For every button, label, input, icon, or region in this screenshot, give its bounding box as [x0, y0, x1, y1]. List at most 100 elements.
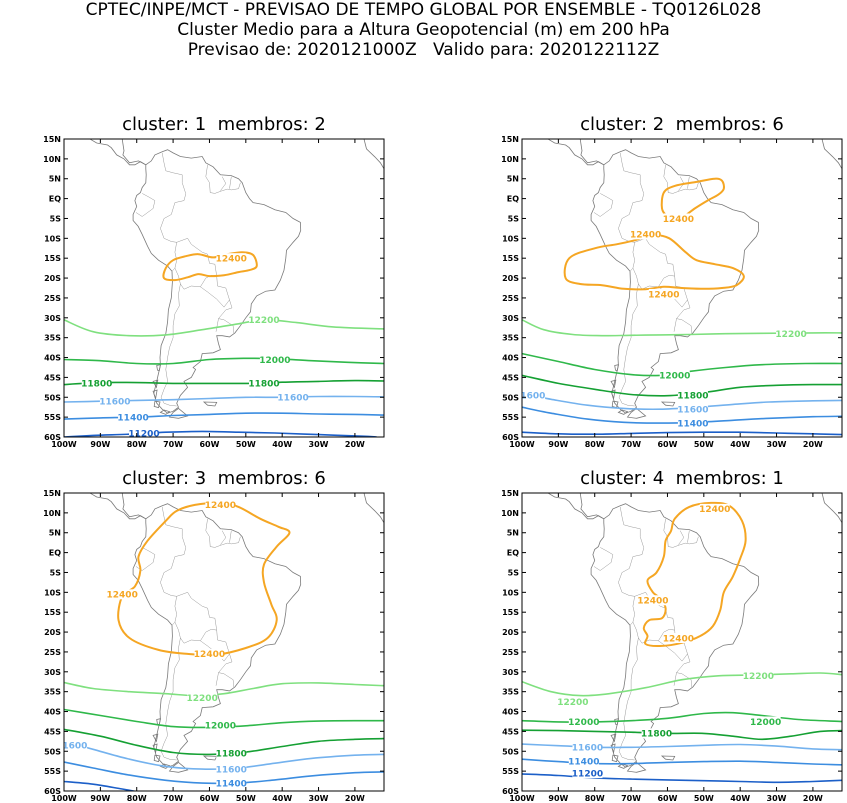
- africa-coastline: [363, 139, 384, 175]
- chile-island-1: [610, 733, 617, 743]
- contour-11200-6: [522, 773, 842, 784]
- contour-label-11600: 1600: [62, 742, 87, 752]
- country-border-3: [687, 530, 690, 543]
- chile-island-3: [611, 400, 619, 409]
- lon-label: 40W: [730, 794, 750, 803]
- contour-label-bg: [743, 670, 774, 681]
- africa-coastline: [821, 493, 842, 529]
- lat-label: 50S: [502, 393, 519, 402]
- contour-label-11600: 1600: [520, 392, 545, 402]
- lon-label: 30W: [767, 794, 787, 803]
- lon-label: 90W: [548, 440, 568, 449]
- lon-label: 100W: [509, 794, 535, 803]
- country-border-4: [593, 547, 614, 571]
- lat-label: 40S: [44, 354, 61, 363]
- lat-label: EQ: [49, 195, 61, 204]
- contour-label-bg: [663, 633, 694, 644]
- lat-label: 45S: [502, 727, 519, 736]
- lat-label: 10N: [43, 155, 61, 164]
- contour-label-bg: [699, 503, 730, 514]
- country-border-9: [618, 283, 639, 407]
- contour-label-12400: 12400: [648, 290, 679, 300]
- chile-island-3: [611, 754, 619, 763]
- contour-label-11200: 11200: [128, 429, 159, 439]
- lat-label: EQ: [507, 549, 519, 558]
- lat-label: 45S: [44, 373, 61, 382]
- header-line-1: CPTEC/INPE/MCT - PREVISAO DE TEMPO GLOBA…: [85, 0, 762, 20]
- contour-label-11800: 11800: [81, 380, 112, 390]
- contour-label-11400: 11400: [677, 419, 708, 429]
- contour-label-bg: [205, 720, 236, 731]
- lat-label: 50S: [44, 393, 61, 402]
- lat-label: 15N: [43, 135, 61, 144]
- panel-2-title: cluster: 2 membros: 6: [580, 114, 784, 135]
- contour-label-bg: [187, 692, 218, 703]
- country-border-10: [215, 672, 219, 686]
- lat-label: 25S: [502, 294, 519, 303]
- contour-label-12400: 12400: [107, 591, 138, 601]
- contour-label-12400: 12400: [194, 650, 225, 660]
- contour-label-bg: [129, 428, 159, 437]
- contour-label-11400: 11400: [117, 413, 148, 423]
- lat-label: 15N: [43, 489, 61, 498]
- lat-label: 20S: [44, 274, 61, 283]
- contour-label-12200: 12200: [248, 316, 279, 326]
- lat-label: 5S: [508, 214, 520, 223]
- contour-label-bg: [216, 778, 247, 789]
- lon-label: 20W: [345, 440, 365, 449]
- contour-label-bg: [677, 390, 708, 401]
- lat-label: 10S: [44, 588, 61, 597]
- contour-label-bg: [205, 499, 236, 510]
- lon-label: 20W: [345, 794, 365, 803]
- lat-label: 15S: [502, 254, 519, 263]
- chile-island-2: [610, 389, 616, 401]
- chile-island-3: [153, 400, 161, 409]
- contour-label-11600: 11600: [99, 398, 130, 408]
- country-border-3: [229, 176, 232, 189]
- country-border-0: [161, 506, 187, 569]
- lon-label: 20W: [803, 440, 823, 449]
- map-panel-cluster-1: 12400 12200 12000 11800 11800 11600 11600 11400…: [43, 135, 385, 449]
- country-border-6: [634, 237, 693, 333]
- lat-label: 25S: [44, 294, 61, 303]
- contour-12400-0: [117, 501, 291, 657]
- country-border-10: [673, 318, 677, 332]
- contour-label-12200: 12200: [557, 698, 588, 708]
- country-border-7: [632, 267, 675, 290]
- contour-label-bg: [522, 390, 546, 401]
- central-america-pacific-coast: [547, 139, 605, 166]
- central-america-caribbean-coast: [579, 139, 604, 166]
- lat-label: 25S: [44, 648, 61, 657]
- contour-12400-0: [162, 251, 258, 282]
- lon-label: 70W: [163, 440, 183, 449]
- contour-label-12400: 12400: [663, 215, 694, 225]
- lat-label: 20S: [502, 628, 519, 637]
- lat-label: 15N: [501, 489, 519, 498]
- lat-label: 30S: [44, 314, 61, 323]
- lat-label: 25S: [502, 648, 519, 657]
- contour-label-bg: [677, 418, 708, 429]
- country-border-9: [618, 637, 639, 761]
- contour-label-bg: [216, 748, 247, 759]
- contour-label-bg: [107, 589, 138, 600]
- lat-label: 50S: [44, 747, 61, 756]
- lat-label: 50S: [502, 747, 519, 756]
- chile-island-0: [614, 718, 619, 726]
- country-border-1: [205, 164, 241, 194]
- lat-label: 10N: [501, 155, 519, 164]
- lat-label: 5N: [49, 175, 61, 184]
- lat-label: 55S: [44, 767, 61, 776]
- country-border-7: [632, 621, 675, 644]
- country-border-6: [176, 237, 235, 333]
- lon-label: 20W: [803, 794, 823, 803]
- contour-12000-2: [64, 357, 384, 365]
- contour-label-12400: 12400: [205, 501, 236, 511]
- lon-label: 40W: [730, 440, 750, 449]
- contour-label-bg: [216, 253, 247, 264]
- chile-island-2: [610, 743, 616, 755]
- contour-label-bg: [648, 288, 679, 299]
- contour-12400-1: [563, 234, 745, 291]
- contour-label-12000: 12000: [259, 356, 290, 366]
- lon-label: 50W: [236, 794, 256, 803]
- country-border-2: [220, 176, 227, 191]
